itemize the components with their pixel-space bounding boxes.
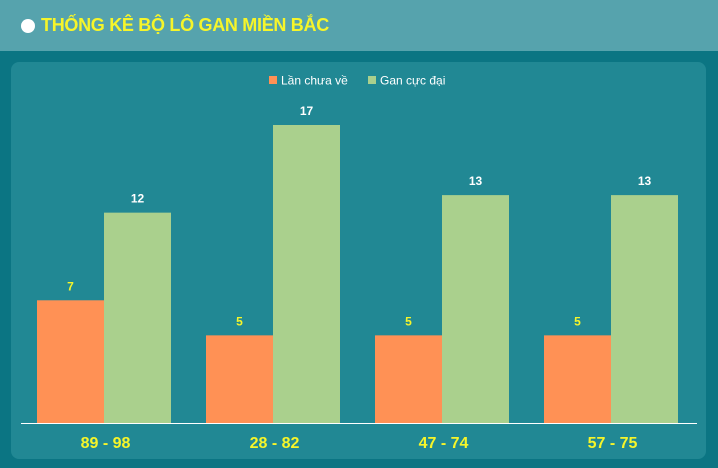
- data-label: 5: [236, 314, 243, 328]
- data-label: 5: [405, 314, 412, 328]
- data-label: 7: [67, 279, 74, 293]
- legend-label: Gan cực đại: [380, 74, 445, 88]
- data-label: 17: [300, 104, 314, 118]
- data-label: 13: [638, 174, 652, 188]
- bar-2-1[interactable]: [104, 212, 171, 423]
- bar-2-3[interactable]: [442, 195, 509, 423]
- bar-1-1[interactable]: [37, 300, 104, 423]
- bullet-dot-icon: [21, 18, 35, 33]
- data-label: 5: [574, 314, 581, 328]
- data-label: 13: [469, 174, 483, 188]
- bar-1-3[interactable]: [375, 335, 442, 423]
- legend-swatch: [269, 76, 277, 84]
- chart-legend[interactable]: Lần chưa về Gan cực đại: [269, 74, 445, 88]
- data-label: 12: [131, 192, 145, 206]
- page-title: THỐNG KÊ BỘ LÔ GAN MIỀN BẮC: [41, 15, 329, 35]
- bar-2-2[interactable]: [273, 125, 340, 423]
- bar-1-2[interactable]: [206, 335, 273, 423]
- category-label: 28 - 82: [250, 435, 300, 452]
- legend-item-2[interactable]: Gan cực đại: [368, 74, 445, 88]
- category-label: 57 - 75: [588, 435, 638, 452]
- category-label: 47 - 74: [419, 435, 469, 452]
- legend-item-1[interactable]: Lần chưa về: [269, 74, 348, 88]
- bar-2-4[interactable]: [611, 195, 678, 423]
- bar-1-4[interactable]: [544, 335, 611, 423]
- legend-swatch: [368, 76, 376, 84]
- category-label: 89 - 98: [81, 435, 131, 452]
- legend-label: Lần chưa về: [281, 74, 348, 88]
- header-bar: THỐNG KÊ BỘ LÔ GAN MIỀN BẮC: [0, 0, 718, 51]
